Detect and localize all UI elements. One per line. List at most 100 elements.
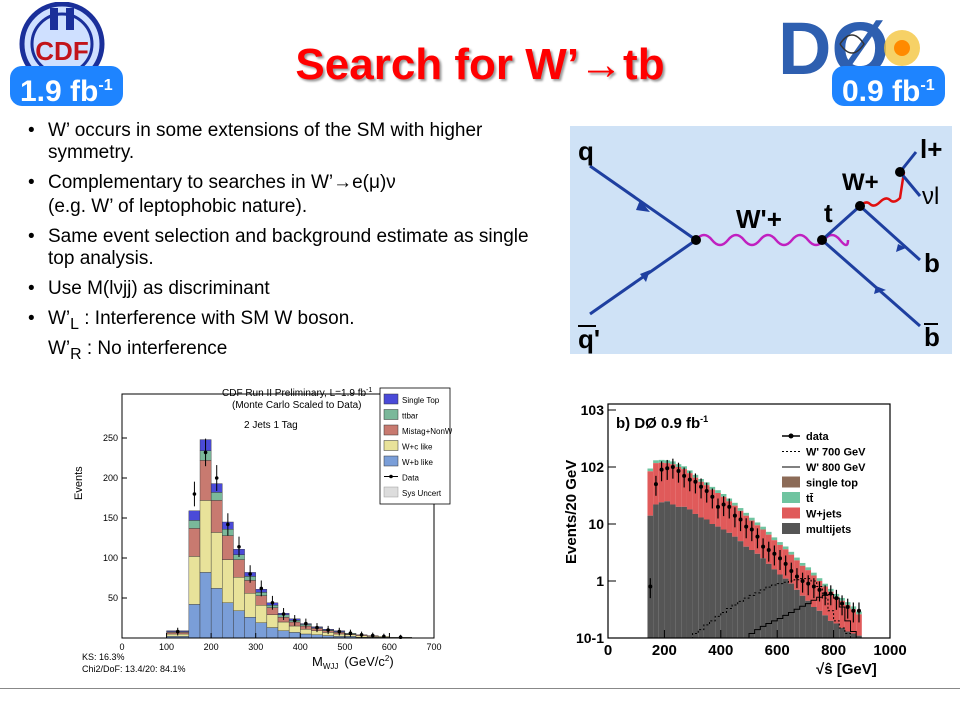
d0-bar-wjets [681, 469, 687, 507]
cdf-bar-w-c-like [266, 614, 279, 628]
d0-data-point [665, 466, 670, 471]
d0-bar-ttbar [720, 493, 727, 497]
d0-bar-multijets [737, 541, 744, 638]
cdf-legend-swatch [383, 424, 399, 436]
d0-bar-multijets [765, 563, 772, 638]
d0-bar-ttbar [737, 508, 744, 511]
cdf-data-point [348, 631, 353, 635]
bullet-text: W’ occurs in some extensions of the SM w… [48, 120, 483, 163]
cdf-ks: KS: 16.3% [82, 652, 125, 662]
d0-legend-label: single top [806, 478, 858, 490]
vertex [895, 167, 905, 177]
d0-axes: 10-1 1 10 102 103 0 200 400 600 800 1000 [576, 402, 907, 659]
cdf-bar-w-b-like [266, 627, 279, 639]
cdf-bar-w-c-like [210, 532, 223, 589]
label-wplus: W+ [842, 169, 879, 196]
cdf-lumi-exp: -1 [98, 77, 113, 94]
d0-bar-ttbar [811, 572, 817, 576]
cdf-data-point [175, 629, 180, 634]
bullet-prefix: W’ [48, 308, 71, 329]
cdf-legend-label: Data [402, 474, 419, 483]
d0-xtick-label: 800 [821, 642, 846, 659]
d0-data-point [778, 556, 783, 561]
cdf-tag: 2 Jets 1 Tag [244, 420, 298, 431]
d0-bar-multijets [788, 583, 795, 638]
d0-wprime-700-line [647, 578, 862, 639]
cdf-ytick-label: 250 [103, 433, 118, 443]
d0-legend-label: data [806, 431, 830, 443]
cdf-legend-label: ttbar [402, 412, 418, 421]
d0-data-point [693, 479, 698, 484]
d0-data-point [789, 568, 794, 573]
d0-bar-multijets [749, 549, 755, 638]
d0-data-point [687, 477, 692, 482]
d0-bar-multijets [686, 509, 693, 638]
bullet-sub: R [70, 345, 82, 363]
cdf-data-point [337, 629, 342, 634]
d0-data-point [738, 517, 743, 522]
d0-data-point [653, 482, 658, 487]
d0-data-point [851, 608, 856, 613]
cdf-bar-w-c-like [199, 500, 212, 573]
arrow-icon [874, 286, 886, 294]
title-part1: Search for W’ [295, 40, 580, 89]
cdf-legend-label: Single Top [402, 396, 440, 405]
cdf-bar-mistag-nonw [188, 528, 201, 557]
d0-bar-multijets [856, 635, 862, 638]
d0-bar-ttbar [732, 502, 738, 506]
d0-bar-ttbar [754, 522, 761, 526]
d0-bar-multijets [692, 513, 699, 638]
bullet-item: • W’L : Interference with SM W boson. [28, 308, 548, 336]
vertex [817, 235, 827, 245]
d0-bar-multijets [771, 569, 778, 638]
cdf-chi2: Chi2/DoF: 13.4/20: 84.1% [82, 664, 186, 674]
footer-divider [0, 688, 960, 689]
w-propagator [859, 171, 906, 207]
top-line [820, 204, 862, 242]
bullet-subtext: (e.g. W’ of leptophobic nature). [48, 196, 308, 217]
cdf-bar-mistag-nonw [233, 559, 245, 578]
d0-bar-ttbar [709, 486, 716, 490]
d0-shat-chart: Events/20 GeV 10-1 1 10 102 103 0 200 400 600 800… [556, 384, 956, 680]
cdf-bar-w-c-like [255, 604, 268, 623]
cdf-legend-label: W+c like [402, 443, 433, 452]
cdf-data-point [370, 633, 375, 638]
d0-bar-multijets [670, 504, 676, 638]
cdf-ytick-label: 50 [108, 593, 118, 603]
bullet-text: Same event selection and background esti… [48, 226, 529, 269]
bullet-text: Use M(lνjj) as discriminant [48, 278, 270, 299]
d0-bar-ttbar [760, 526, 766, 530]
cdf-bar-w-c-like [233, 576, 245, 611]
d0-bar-multijets [743, 546, 749, 638]
cdf-xtick-label: 700 [426, 642, 441, 652]
d0-data-point [772, 551, 777, 556]
d0-ytick-label: 10 [588, 516, 604, 532]
d0-bar-ttbar [647, 468, 654, 472]
arrow-icon [636, 200, 650, 212]
d0-bar-ttbar [822, 583, 828, 587]
cdf-data-point [259, 586, 264, 591]
d0-xtick-label: 1000 [873, 642, 906, 659]
d0-bar-wjets [827, 591, 834, 621]
cdf-data-point [292, 618, 297, 623]
d0-data-point [682, 473, 687, 478]
d0-legend: data W' 700 GeV W' 800 GeV single top tt̄ W+j… [782, 431, 866, 536]
cdf-xtick-label: 0 [119, 642, 124, 652]
arrow-icon [640, 270, 650, 282]
d0-data-point [704, 488, 709, 493]
d0-data-point [828, 591, 833, 596]
cdf-axes: 50 100 150 200 250 0 100 200 300 400 500 600 700 [103, 393, 442, 652]
d0-data-point [732, 513, 737, 518]
d0-bar-multijets [833, 623, 840, 638]
bullet-list: • W’ occurs in some extensions of the SM … [28, 120, 548, 374]
cdf-bar-w-c-like [300, 628, 312, 635]
cdf-legend-swatch [383, 393, 399, 405]
label-q: q [578, 136, 594, 166]
d0-bar-multijets [811, 606, 817, 638]
bullet-prefix: W’ [48, 337, 71, 359]
d0-bar-multijets [754, 553, 761, 638]
d0-data-point [840, 601, 845, 606]
d0-data-point [806, 581, 811, 586]
cdf-xtick-label: 600 [382, 642, 397, 652]
label-lplus: l+ [920, 134, 942, 164]
